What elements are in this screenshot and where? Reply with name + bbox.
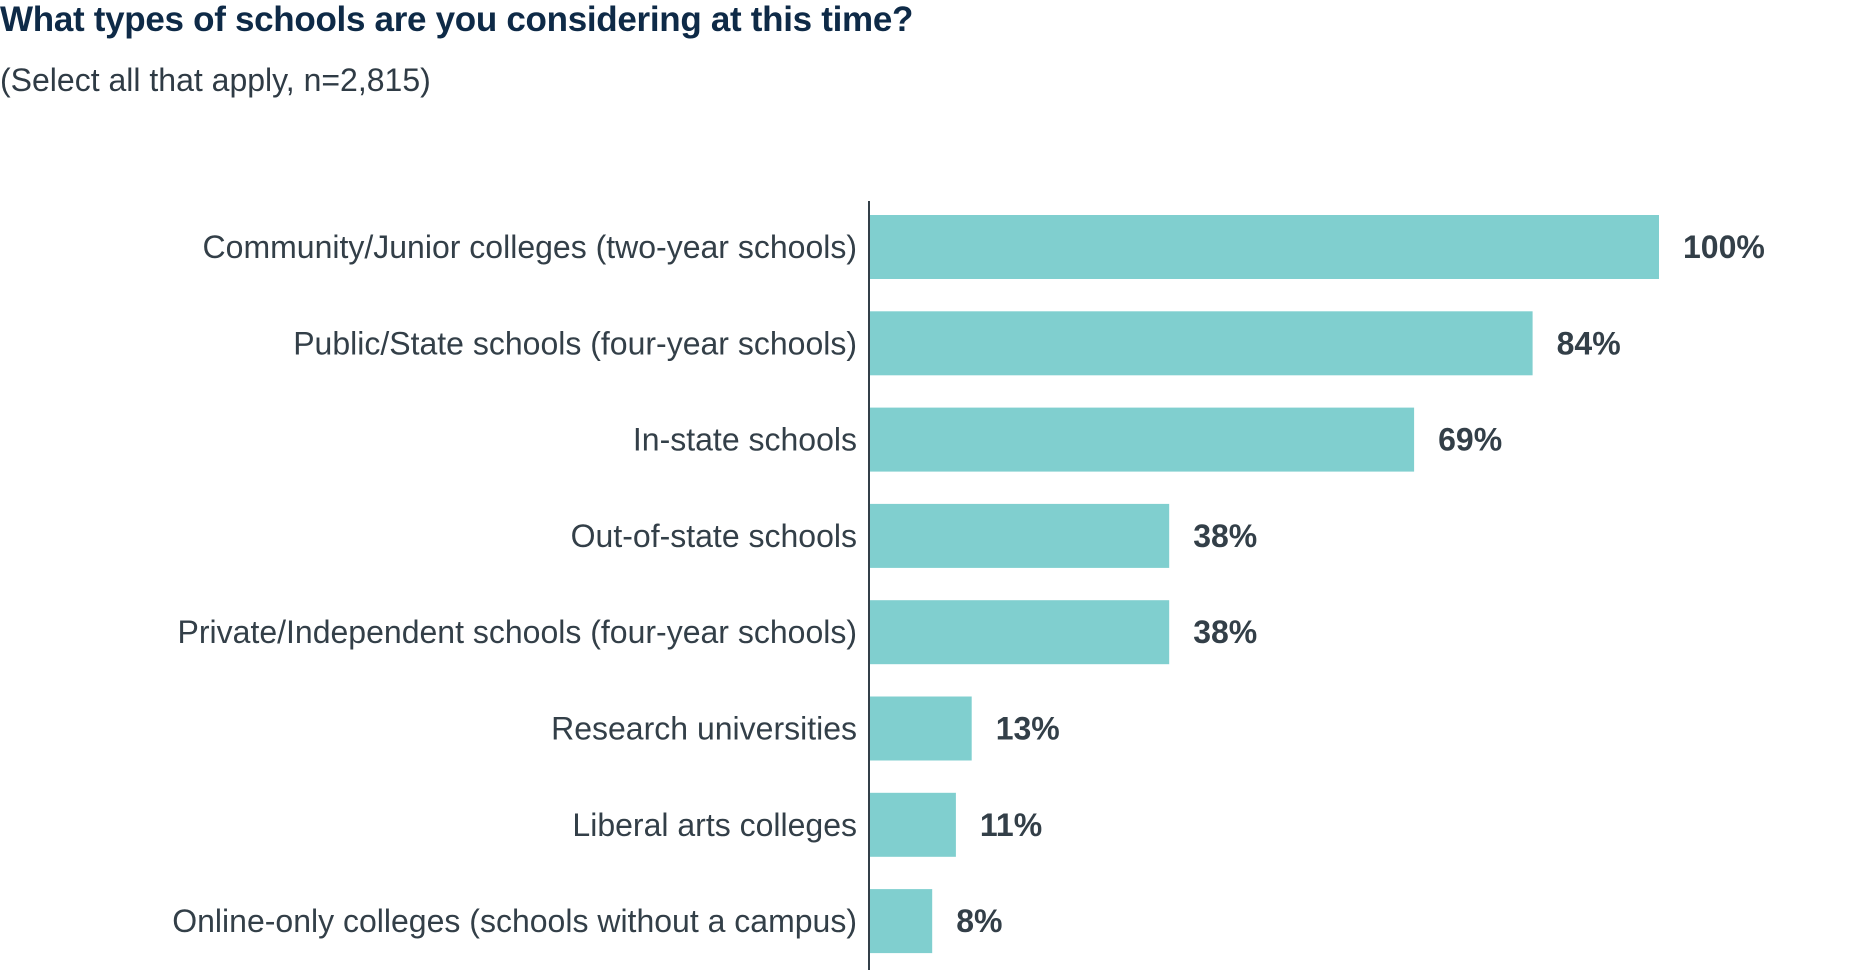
- value-label: 69%: [1438, 422, 1502, 458]
- chart-title: What types of schools are you considerin…: [0, 0, 914, 39]
- value-label: 11%: [980, 807, 1042, 843]
- category-label: Research universities: [551, 711, 857, 747]
- bar: [869, 407, 1415, 472]
- value-label: 38%: [1193, 518, 1257, 554]
- value-label: 38%: [1193, 614, 1257, 650]
- value-label: 100%: [1683, 229, 1765, 265]
- bar: [869, 889, 933, 954]
- category-label: In-state schools: [633, 422, 857, 458]
- bar: [869, 600, 1170, 665]
- category-label: Liberal arts colleges: [572, 807, 857, 843]
- bar: [869, 311, 1533, 376]
- bar: [869, 215, 1659, 279]
- category-label: Community/Junior colleges (two-year scho…: [203, 229, 857, 265]
- bar: [869, 503, 1170, 568]
- category-label: Private/Independent schools (four-year s…: [178, 614, 857, 650]
- category-label: Online-only colleges (schools without a …: [172, 903, 857, 939]
- value-label: 84%: [1557, 325, 1621, 361]
- category-label: Public/State schools (four-year schools): [293, 325, 857, 361]
- bar: [869, 696, 972, 761]
- category-label: Out-of-state schools: [571, 518, 857, 554]
- chart-subtitle: (Select all that apply, n=2,815): [0, 62, 431, 98]
- value-label: 13%: [996, 711, 1060, 747]
- bar: [869, 792, 956, 857]
- value-label: 8%: [956, 903, 1002, 939]
